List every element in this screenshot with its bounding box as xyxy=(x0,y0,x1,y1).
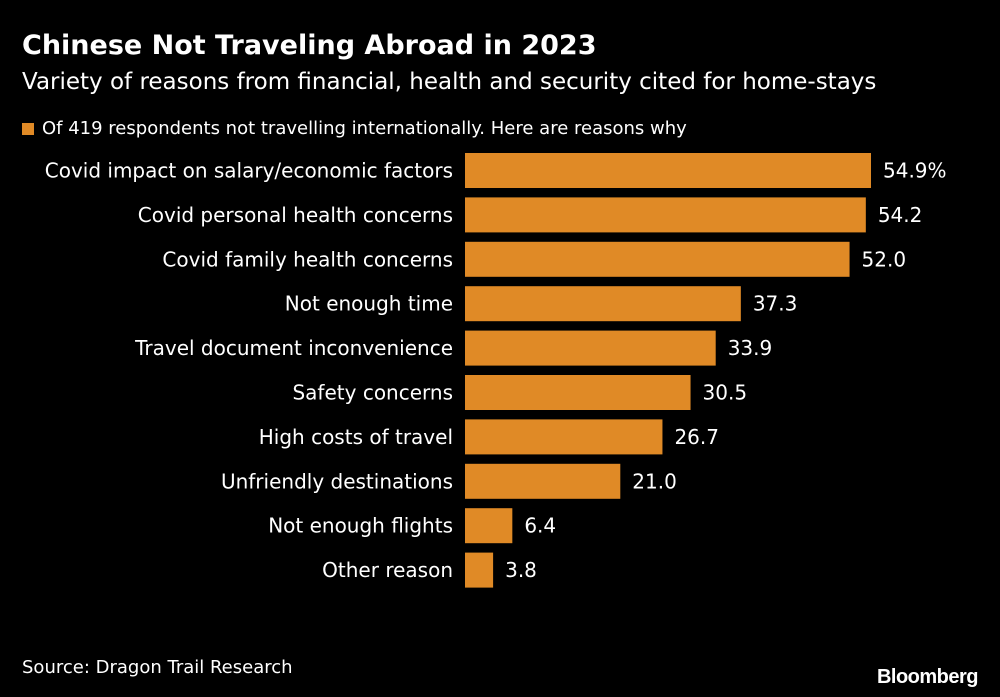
source-note: Source: Dragon Trail Research xyxy=(22,657,293,678)
value-label: 3.8 xyxy=(505,558,537,582)
category-label: Safety concerns xyxy=(292,381,453,405)
bar xyxy=(465,552,494,588)
value-label: 52.0 xyxy=(862,247,907,271)
bar xyxy=(465,463,621,499)
category-label: Travel document inconvenience xyxy=(134,336,453,360)
category-label: Other reason xyxy=(322,558,453,582)
category-label: Not enough time xyxy=(285,292,453,316)
bloomberg-logo: Bloomberg xyxy=(876,666,979,688)
bar xyxy=(465,375,691,410)
value-label: 54.9% xyxy=(883,159,947,183)
chart-title: Chinese Not Traveling Abroad in 2023 xyxy=(22,30,597,61)
bar xyxy=(465,508,513,544)
category-label: Unfriendly destinations xyxy=(221,469,453,493)
value-label: 6.4 xyxy=(524,514,556,538)
value-label: 30.5 xyxy=(703,381,748,405)
bar xyxy=(465,197,866,233)
category-label: Not enough flights xyxy=(268,514,453,538)
bar xyxy=(465,153,871,188)
legend-label: Of 419 respondents not travelling intern… xyxy=(42,118,687,139)
legend-swatch xyxy=(22,122,34,135)
bar xyxy=(465,419,663,455)
bar xyxy=(465,330,716,366)
bar xyxy=(465,286,741,322)
category-label: High costs of travel xyxy=(259,425,453,449)
chart-subtitle: Variety of reasons from financial, healt… xyxy=(22,69,877,95)
value-label: 33.9 xyxy=(728,336,773,360)
value-label: 54.2 xyxy=(878,203,923,227)
value-label: 26.7 xyxy=(674,425,719,449)
category-label: Covid family health concerns xyxy=(162,247,453,271)
category-label: Covid personal health concerns xyxy=(138,203,453,227)
value-label: 37.3 xyxy=(753,292,798,316)
category-label: Covid impact on salary/economic factors xyxy=(45,159,453,183)
value-label: 21.0 xyxy=(632,469,677,493)
legend: Of 419 respondents not travelling intern… xyxy=(22,118,687,139)
bar xyxy=(465,241,850,277)
